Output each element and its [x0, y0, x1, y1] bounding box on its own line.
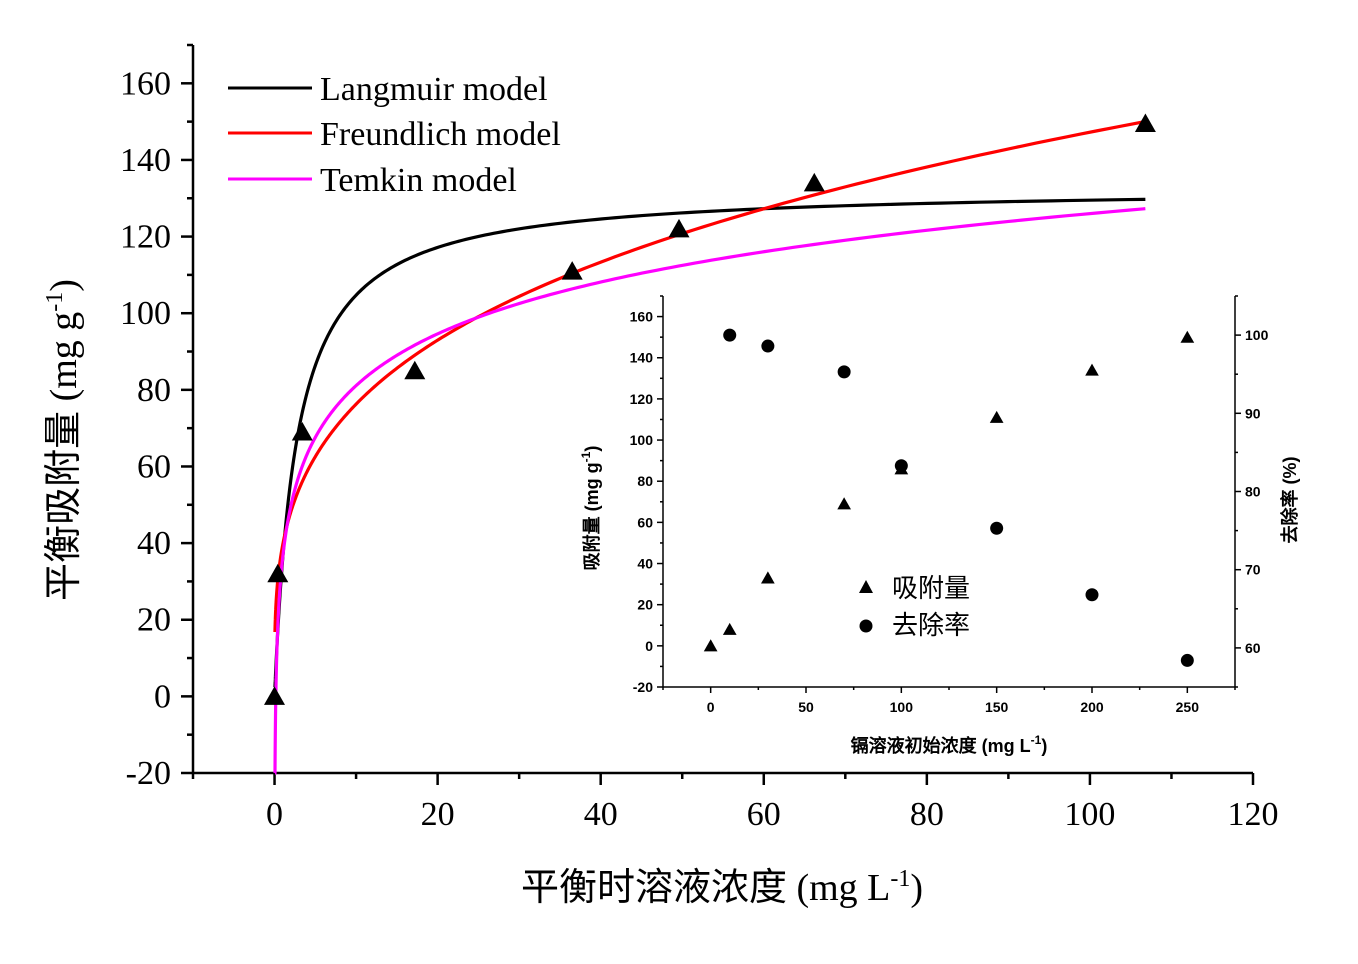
main-y-tick-label: 20	[137, 602, 171, 639]
inset-y-tick-label: 160	[630, 309, 654, 325]
inset-y2-axis-title: 去除率 (%)	[1279, 457, 1300, 544]
main-y-tick-label: 160	[120, 65, 171, 102]
inset-x-tick-label: 200	[1080, 699, 1104, 715]
main-x-tick-label: 40	[584, 796, 618, 833]
main-x-axis-title: 平衡时溶液浓度 (mg L-1)	[521, 866, 923, 909]
main-data-point	[404, 360, 426, 380]
main-y-ticks: -20 0 20 40 60 80 100 120 140 160	[120, 43, 193, 792]
inset-removal-point	[761, 339, 775, 353]
inset-y2-ticks: 60 70 80 90 100	[1235, 295, 1269, 688]
inset-removal-point	[723, 328, 737, 342]
main-y-tick-label: 100	[120, 295, 171, 332]
main-data-point	[291, 422, 313, 441]
inset-adsorption-point	[761, 571, 775, 584]
inset-y-ticks: -20 0 20 40 60 80 100 120 140 160	[630, 295, 663, 695]
main-y-tick-label: -20	[126, 755, 171, 792]
inset-removal-point	[1180, 653, 1194, 667]
main-x-ticks: 0 20 40 60 80 100 120	[191, 773, 1279, 833]
legend-label-temkin: Temkin model	[320, 162, 517, 199]
main-data-point	[267, 563, 289, 583]
main-data-point	[668, 218, 690, 238]
legend-marker-circle	[859, 619, 873, 633]
main-y-tick-label: 120	[120, 219, 171, 256]
inset-y-tick-label: 20	[637, 597, 653, 613]
legend-label-freundlich: Freundlich model	[320, 116, 561, 153]
main-y-axis-title: 平衡吸附量 (mg g-1)	[42, 279, 85, 601]
inset-y2-tick-label: 90	[1245, 405, 1261, 421]
inset-adsorption-point	[989, 410, 1004, 423]
inset-adsorption-point	[1085, 363, 1099, 376]
inset-removal-point	[837, 365, 851, 379]
inset-x-ticks: 0 50 100 150 200 250	[662, 687, 1236, 715]
main-data-point	[264, 686, 285, 705]
inset-y-tick-label: 60	[637, 514, 653, 530]
inset-y2-tick-label: 100	[1245, 327, 1269, 343]
main-x-tick-label: 80	[910, 796, 944, 833]
inset-adsorption-point	[722, 622, 737, 635]
inset-points	[703, 328, 1195, 667]
inset-y-tick-label: 40	[637, 556, 653, 572]
main-data-point	[561, 261, 583, 280]
curve-freundlich	[273, 119, 1146, 633]
inset-x-tick-label: 0	[707, 699, 715, 715]
inset-removal-point	[990, 521, 1004, 535]
legend-marker-triangle	[859, 580, 873, 593]
main-x-tick-label: 60	[747, 796, 781, 833]
main-x-tick-label: 0	[266, 796, 283, 833]
main-curves	[273, 119, 1146, 775]
inset-x-axis-title: 镉溶液初始浓度 (mg L-1)	[851, 733, 1048, 756]
inset-y-tick-label: 80	[637, 473, 653, 489]
main-axes	[191, 45, 1253, 775]
legend-label-langmuir: Langmuir model	[320, 71, 548, 108]
main-x-tick-label: 120	[1228, 796, 1279, 833]
main-data-point	[1134, 113, 1156, 132]
inset-legend: 吸附量 去除率	[859, 574, 970, 641]
curve-temkin	[273, 207, 1146, 775]
legend-label-adsorption: 吸附量	[892, 574, 970, 604]
inset-chart: 0 50 100 150 200 250 -20 0 20 40 60 80 100 120 140 160…	[579, 295, 1300, 756]
inset-y-tick-label: -20	[633, 679, 653, 695]
main-chart: 0 20 40 60 80 100 120 -20 0 20 40 60 80 100 120 140 160…	[42, 43, 1279, 909]
main-data-point	[803, 172, 825, 192]
main-x-tick-label: 100	[1064, 796, 1115, 833]
main-x-tick-label: 20	[421, 796, 455, 833]
main-legend: Langmuir model Freundlich model Temkin m…	[228, 71, 561, 199]
main-y-tick-label: 80	[137, 372, 171, 409]
main-y-tick-label: 40	[137, 525, 171, 562]
inset-adsorption-point	[1180, 330, 1195, 343]
inset-x-tick-label: 150	[985, 699, 1009, 715]
inset-x-tick-label: 100	[890, 699, 914, 715]
inset-background	[663, 296, 1235, 687]
inset-y2-tick-label: 80	[1245, 484, 1261, 500]
inset-y2-tick-label: 60	[1245, 640, 1261, 656]
inset-y-tick-label: 100	[630, 432, 654, 448]
inset-removal-point	[1085, 588, 1099, 602]
inset-y-tick-label: 140	[630, 350, 654, 366]
inset-adsorption-point	[703, 639, 718, 652]
inset-y-tick-label: 0	[645, 638, 653, 654]
inset-y2-tick-label: 70	[1245, 562, 1261, 578]
inset-adsorption-point	[837, 497, 851, 510]
inset-y-axis-title: 吸附量 (mg g-1)	[579, 446, 602, 571]
inset-y-tick-label: 120	[630, 391, 654, 407]
main-y-tick-label: 140	[120, 142, 171, 179]
inset-removal-point	[894, 459, 908, 473]
inset-x-tick-label: 50	[798, 699, 814, 715]
main-points	[264, 113, 1156, 705]
legend-label-removal: 去除率	[892, 611, 970, 641]
inset-x-tick-label: 250	[1176, 699, 1200, 715]
main-y-tick-label: 0	[154, 678, 171, 715]
main-y-tick-label: 60	[137, 448, 171, 485]
